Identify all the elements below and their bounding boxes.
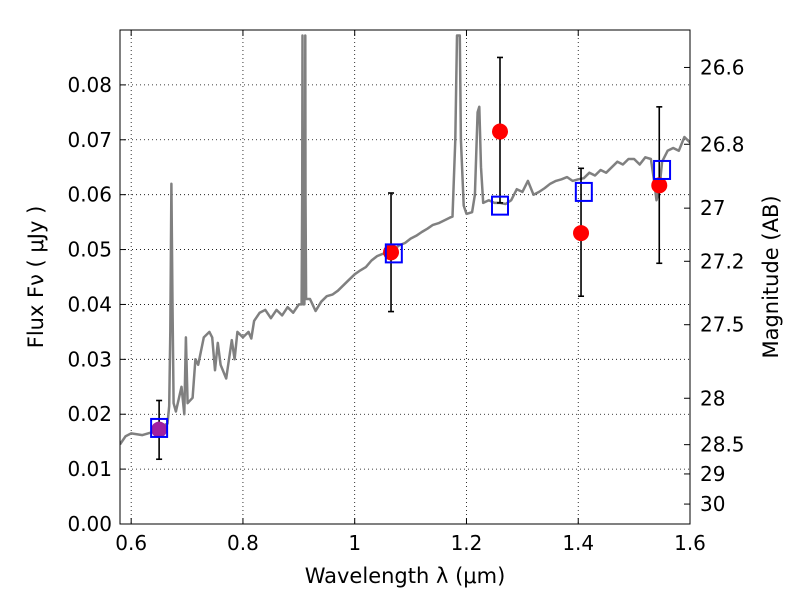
- magnitude-tick-label: 27.2: [700, 249, 745, 273]
- magnitude-tick-label: 26.6: [700, 55, 745, 79]
- model-spectrum-line: [120, 34, 690, 446]
- x-tick-label: 1.4: [562, 531, 594, 555]
- magnitude-axis-label: Magnitude (AB): [759, 195, 783, 358]
- y-tick-label: 0.06: [67, 183, 112, 207]
- magnitude-tick-label: 28.5: [700, 433, 745, 457]
- magnitude-tick-label: 27: [700, 196, 725, 220]
- grid-lines: [120, 30, 691, 525]
- model-flux-square: [384, 243, 403, 264]
- magnitude-tick-label: 29: [700, 462, 725, 486]
- magnitude-ticks: 26.6 26.8 27 27.2 27.5 28 28.5 29 30: [684, 55, 745, 516]
- y-tick-label: 0.04: [67, 292, 112, 316]
- model-flux-square: [491, 195, 509, 216]
- y-tick-label: 0.07: [67, 128, 112, 152]
- plot-area: [120, 34, 690, 461]
- y-tick-label: 0.03: [67, 347, 112, 371]
- x-axis-label: Wavelength λ (μm): [305, 564, 506, 588]
- y-tick-label: 0.01: [67, 457, 112, 481]
- y-tick-label: 0.08: [67, 73, 112, 97]
- plot-frame: [119, 29, 691, 525]
- magnitude-tick-label: 30: [700, 492, 725, 516]
- y-axis-label: Flux Fν ( μJy ): [24, 206, 48, 349]
- x-tick-label: 0.6: [115, 531, 147, 555]
- model-flux-square: [574, 181, 593, 202]
- magnitude-tick-label: 26.8: [700, 132, 745, 156]
- observed-flux-point: [573, 225, 590, 242]
- x-tick-label: 1.2: [451, 531, 483, 555]
- model-flux-square: [653, 159, 672, 180]
- x-tick-label: 1: [348, 531, 361, 555]
- observed-flux-point: [151, 421, 168, 438]
- x-tick-label: 1.6: [674, 531, 706, 555]
- model-flux-square: [150, 417, 169, 438]
- magnitude-tick-label: 27.5: [700, 313, 745, 337]
- magnitude-tick-label: 28: [700, 386, 725, 410]
- y-tick-label: 0.00: [67, 512, 112, 536]
- y-ticks: 0.00 0.01 0.02 0.03 0.04 0.05 0.06 0.07 0.08: [67, 73, 126, 536]
- observed-flux-point: [383, 244, 400, 261]
- observed-flux-point: [651, 177, 668, 194]
- x-tick-label: 0.8: [227, 531, 259, 555]
- y-tick-label: 0.05: [67, 238, 112, 262]
- observed-flux-point: [492, 123, 508, 140]
- y-tick-label: 0.02: [67, 402, 112, 426]
- x-ticks: 0.6 0.8 1 1.2 1.4 1.6: [115, 30, 706, 555]
